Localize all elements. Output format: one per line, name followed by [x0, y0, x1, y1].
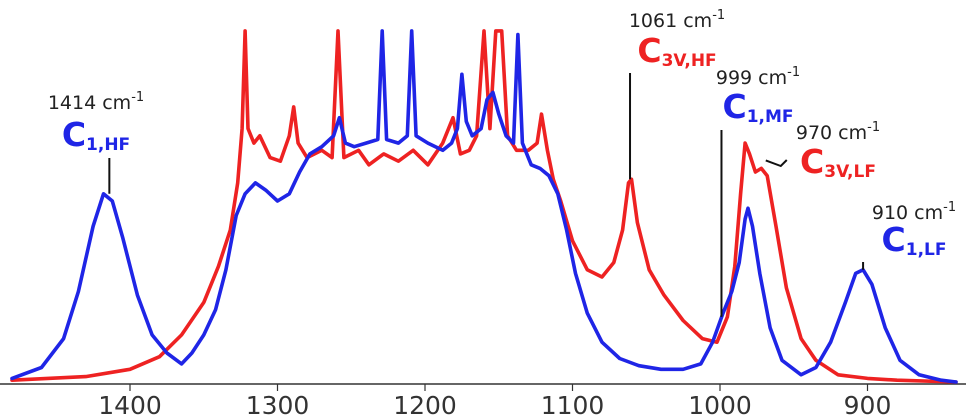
wavenumber-exponent: -1	[787, 65, 800, 80]
annotation-wavenumber: 1061 cm-1	[629, 8, 725, 32]
annotation-leader-line	[765, 159, 788, 168]
x-tick-label: 1100	[541, 391, 605, 420]
annotation-c1hf: 1414 cm-1C1,HF	[48, 90, 144, 194]
symbol-letter: C	[637, 31, 661, 70]
symbol-subscript: 1,MF	[747, 107, 794, 127]
annotation-c1lf: 910 cm-1C1,LF	[862, 200, 956, 270]
symbol-letter: C	[882, 220, 906, 259]
annotation-symbol: C1,MF	[722, 87, 793, 127]
wavenumber-exponent: -1	[712, 8, 725, 23]
x-tick-label: 900	[844, 391, 892, 420]
x-tick-label: 1400	[98, 391, 162, 420]
symbol-letter: C	[800, 142, 824, 181]
annotation-symbol: C1,HF	[62, 115, 130, 155]
x-tick-label: 1200	[393, 391, 457, 420]
annotation-wavenumber: 970 cm-1	[796, 120, 880, 144]
annotation-wavenumber: 999 cm-1	[716, 65, 800, 89]
wavenumber-exponent: -1	[867, 120, 880, 135]
annotation-symbol: C1,LF	[882, 220, 947, 260]
series-layer	[10, 29, 958, 384]
annotation-symbol: C3V,HF	[637, 31, 716, 71]
x-axis-ticks: 1400 1300 1200 1100 1000 900	[98, 384, 891, 420]
wavenumber-value: 999 cm	[716, 67, 787, 89]
symbol-letter: C	[62, 115, 86, 154]
annotation-wavenumber: 1414 cm-1	[48, 90, 144, 114]
wavenumber-exponent: -1	[943, 200, 956, 215]
x-tick-label: 1300	[246, 391, 310, 420]
symbol-subscript: 3V,HF	[662, 51, 717, 71]
x-tick-label: 1000	[688, 391, 752, 420]
spectrum-series-1	[10, 29, 958, 384]
wavenumber-value: 1061 cm	[629, 10, 712, 32]
wavenumber-value: 910 cm	[872, 202, 943, 224]
symbol-subscript: 1,LF	[906, 240, 947, 260]
annotation-symbol: C3V,LF	[800, 142, 876, 182]
wavenumber-value: 1414 cm	[48, 92, 131, 114]
annotation-c1mf: 999 cm-1C1,MF	[716, 65, 800, 317]
symbol-subscript: 1,HF	[86, 135, 130, 155]
symbol-subscript: 3V,LF	[824, 162, 876, 182]
annotation-wavenumber: 910 cm-1	[872, 200, 956, 224]
wavenumber-exponent: -1	[131, 90, 144, 105]
symbol-letter: C	[722, 87, 746, 126]
wavenumber-value: 970 cm	[796, 122, 867, 144]
spectrum-series-0	[10, 29, 958, 384]
